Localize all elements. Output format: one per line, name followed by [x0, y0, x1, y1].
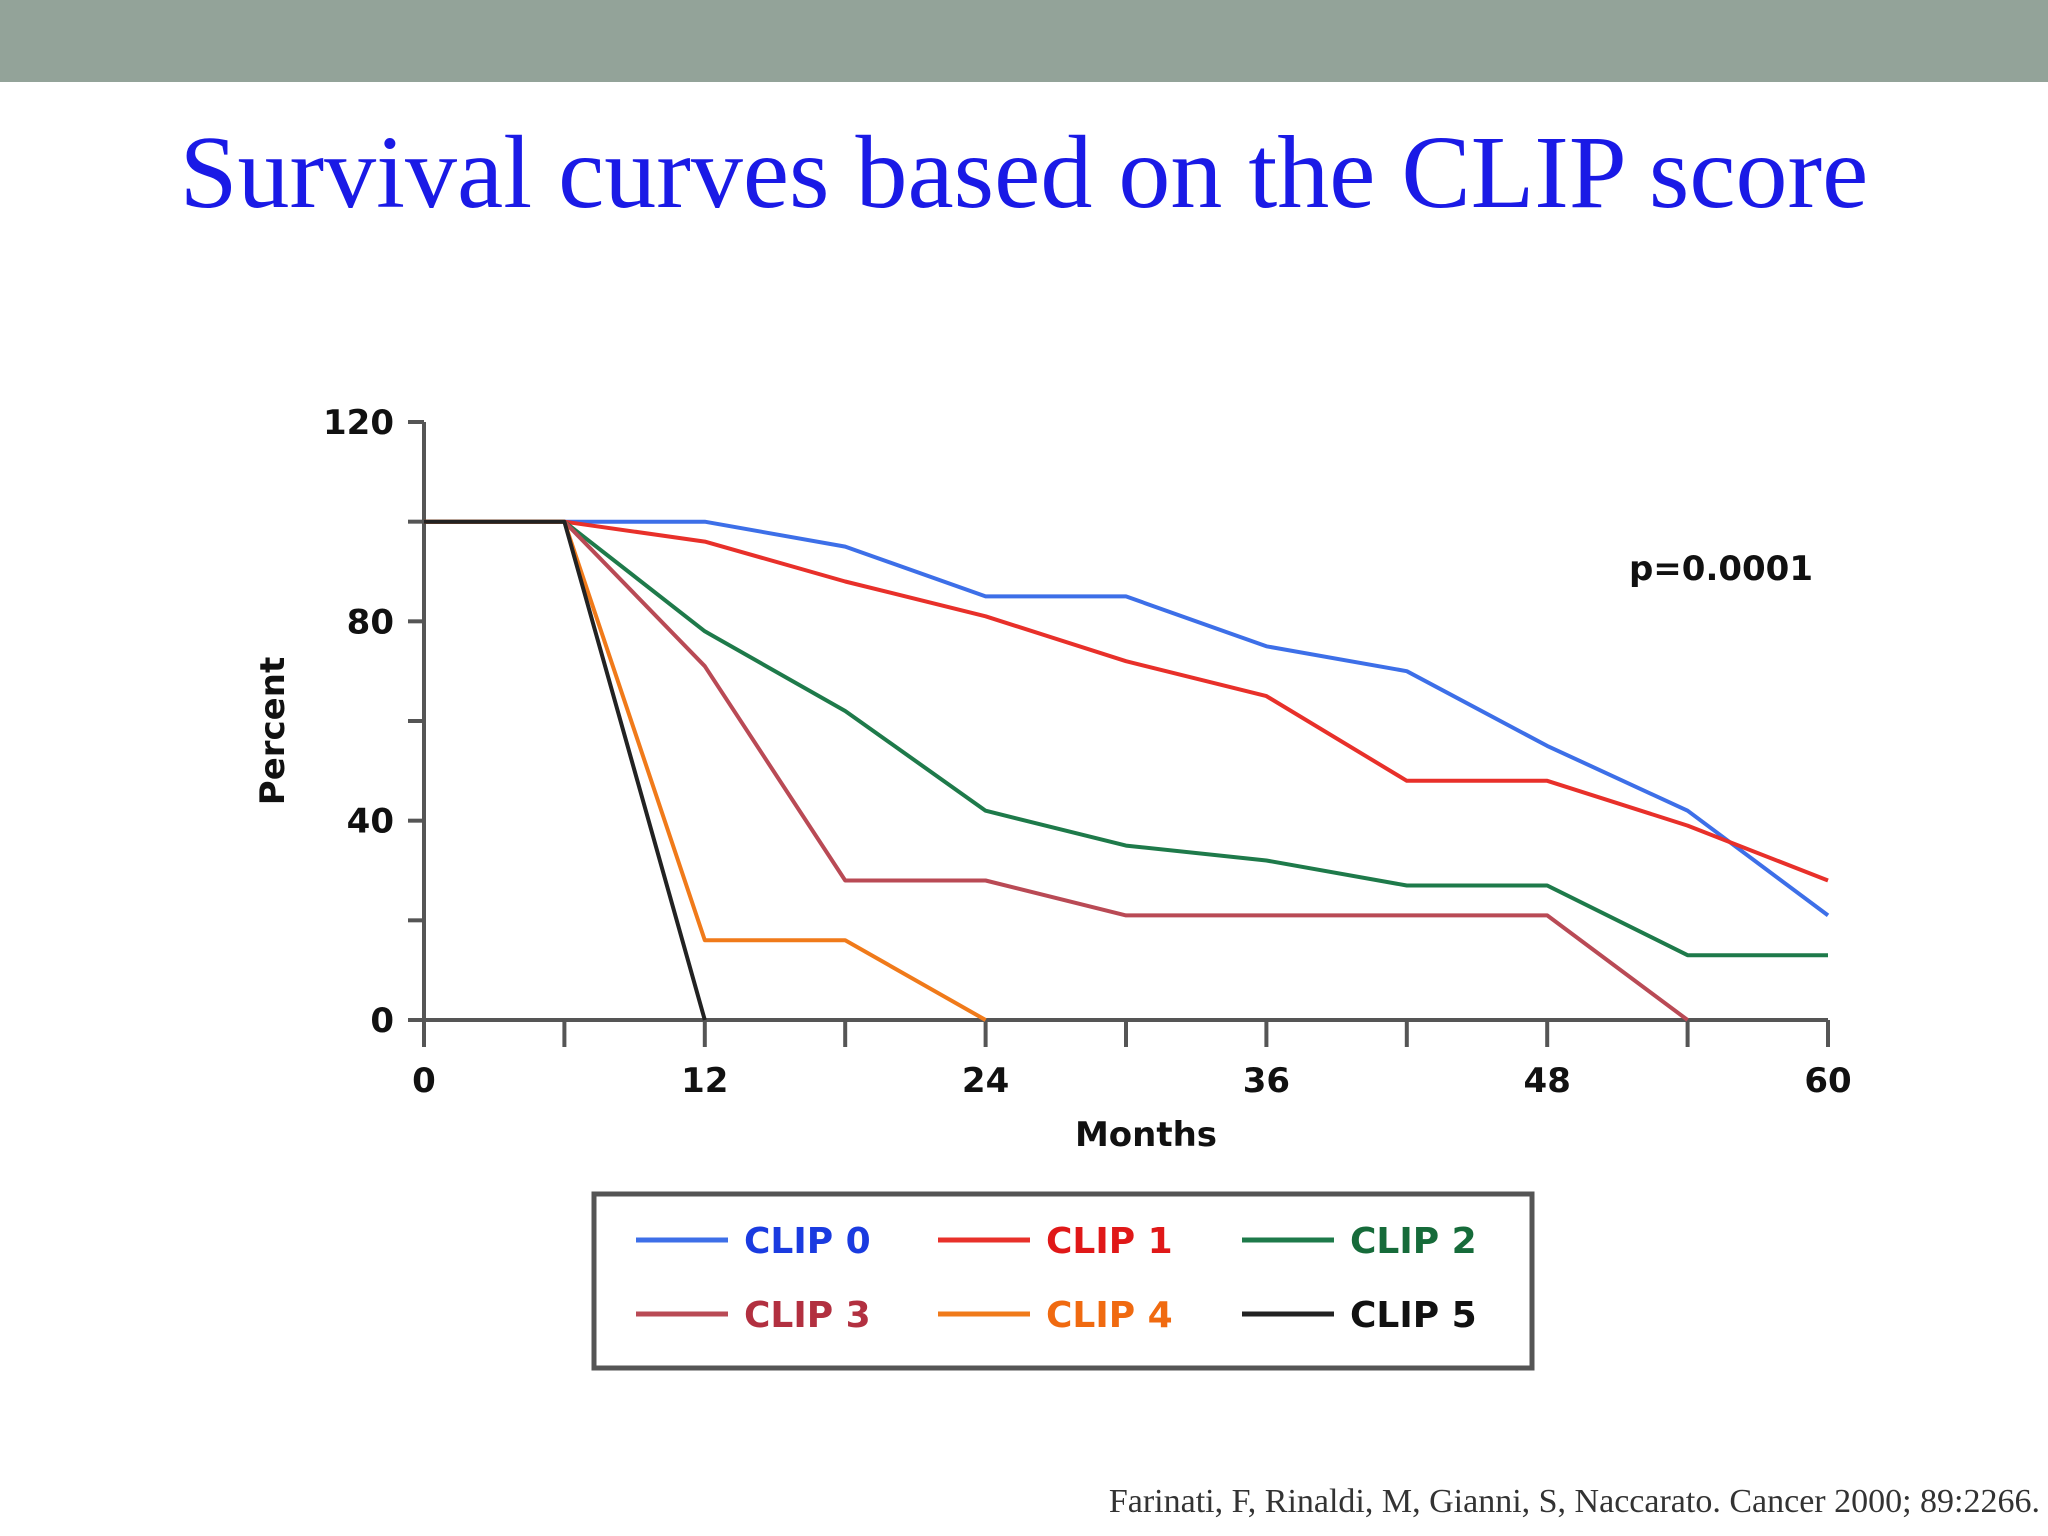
- chart-series: [424, 519, 1830, 1022]
- legend-label-clip-1: CLIP 1: [1046, 1221, 1173, 1262]
- series-line-clip-0: [424, 519, 1830, 918]
- x-tick-label: 48: [1524, 1061, 1571, 1101]
- y-tick-label: 80: [347, 602, 394, 642]
- legend-box: [591, 1191, 1535, 1371]
- y-axis-title: Percent: [253, 657, 293, 805]
- series-line-clip-5: [424, 519, 707, 1021]
- y-tick-label: 0: [370, 1001, 394, 1041]
- slide-title: Survival curves based on the CLIP score: [179, 115, 1869, 230]
- x-tick-label: 0: [412, 1061, 436, 1101]
- series-line-clip-1: [424, 519, 1829, 883]
- series-line-clip-2: [424, 519, 1828, 958]
- x-tick-label: 12: [681, 1061, 728, 1101]
- legend-label-clip-2: CLIP 2: [1350, 1221, 1477, 1262]
- y-tick-label: 40: [347, 802, 394, 842]
- p-value-annotation: p=0.0001: [1629, 549, 1813, 589]
- x-tick-label: 60: [1804, 1061, 1851, 1101]
- chart-labels: 0 40 80 120 0 12 24 36 48 60 Months Percent p=0.0001: [253, 403, 1852, 1155]
- top-bar: [0, 0, 2048, 82]
- legend-label-clip-3: CLIP 3: [744, 1295, 871, 1336]
- legend-label-clip-0: CLIP 0: [744, 1221, 871, 1262]
- x-tick-label: 36: [1243, 1061, 1290, 1101]
- legend-label-clip-4: CLIP 4: [1046, 1295, 1173, 1336]
- x-tick-label: 24: [962, 1061, 1009, 1101]
- y-tick-label: 120: [323, 403, 394, 443]
- chart-axes: [408, 420, 1830, 1047]
- series-line-clip-3: [424, 519, 1689, 1022]
- legend-label-clip-5: CLIP 5: [1350, 1295, 1477, 1336]
- citation: Farinati, F, Rinaldi, M, Gianni, S, Nacc…: [1108, 1483, 2040, 1520]
- x-axis-title: Months: [1075, 1115, 1217, 1155]
- chart-legend: CLIP 0 CLIP 1 CLIP 2 CLIP 3 CLIP 4 CLIP 5: [591, 1191, 1535, 1371]
